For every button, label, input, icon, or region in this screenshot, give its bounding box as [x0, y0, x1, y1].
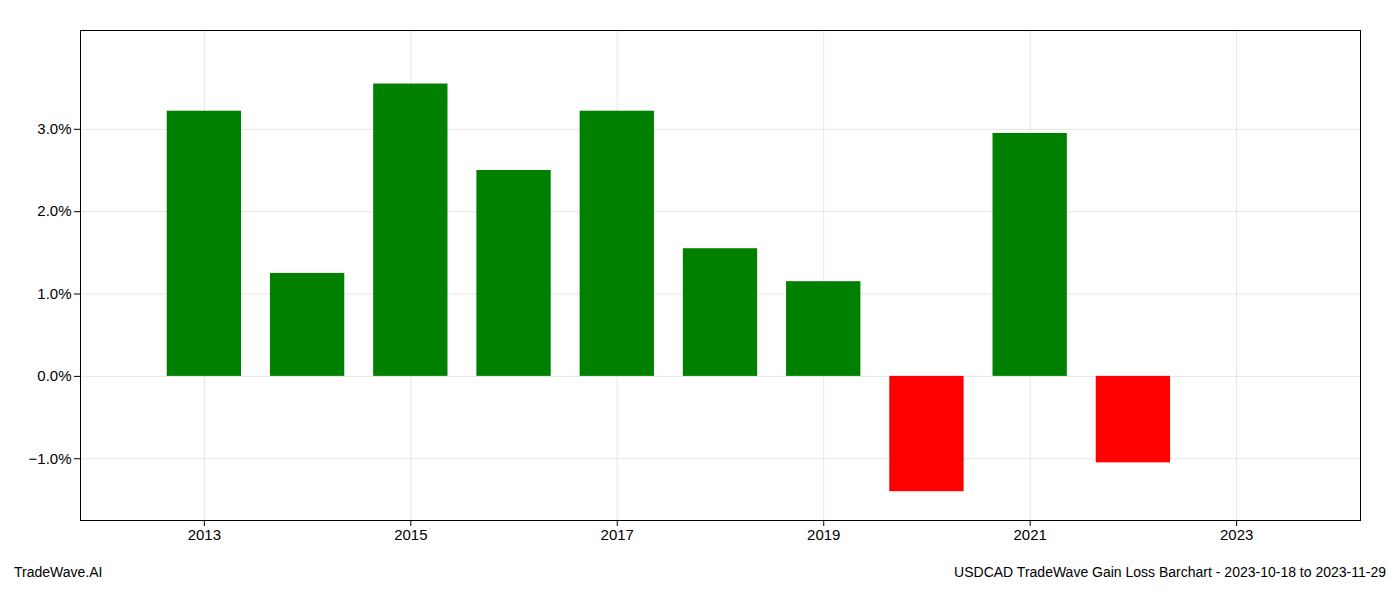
html-text:USDCAD TradeWave Gain Loss Bar: USDCAD TradeWave Gain Loss Barchart - 20…	[954, 564, 1386, 580]
html-text:TradeWave.AI: TradeWave.AI	[14, 564, 103, 580]
svg-text:0.0%: 0.0%	[37, 367, 71, 384]
svg-text:2021: 2021	[1013, 526, 1046, 543]
svg-text:2019: 2019	[807, 526, 840, 543]
svg-text:3.0%: 3.0%	[37, 120, 71, 137]
svg-text:2023: 2023	[1220, 526, 1253, 543]
svg-text:2.0%: 2.0%	[37, 202, 71, 219]
svg-text:2017: 2017	[601, 526, 634, 543]
svg-text:1.0%: 1.0%	[37, 285, 71, 302]
svg-text:−1.0%: −1.0%	[29, 450, 72, 467]
svg-text:2013: 2013	[188, 526, 221, 543]
svg-text:2015: 2015	[394, 526, 427, 543]
